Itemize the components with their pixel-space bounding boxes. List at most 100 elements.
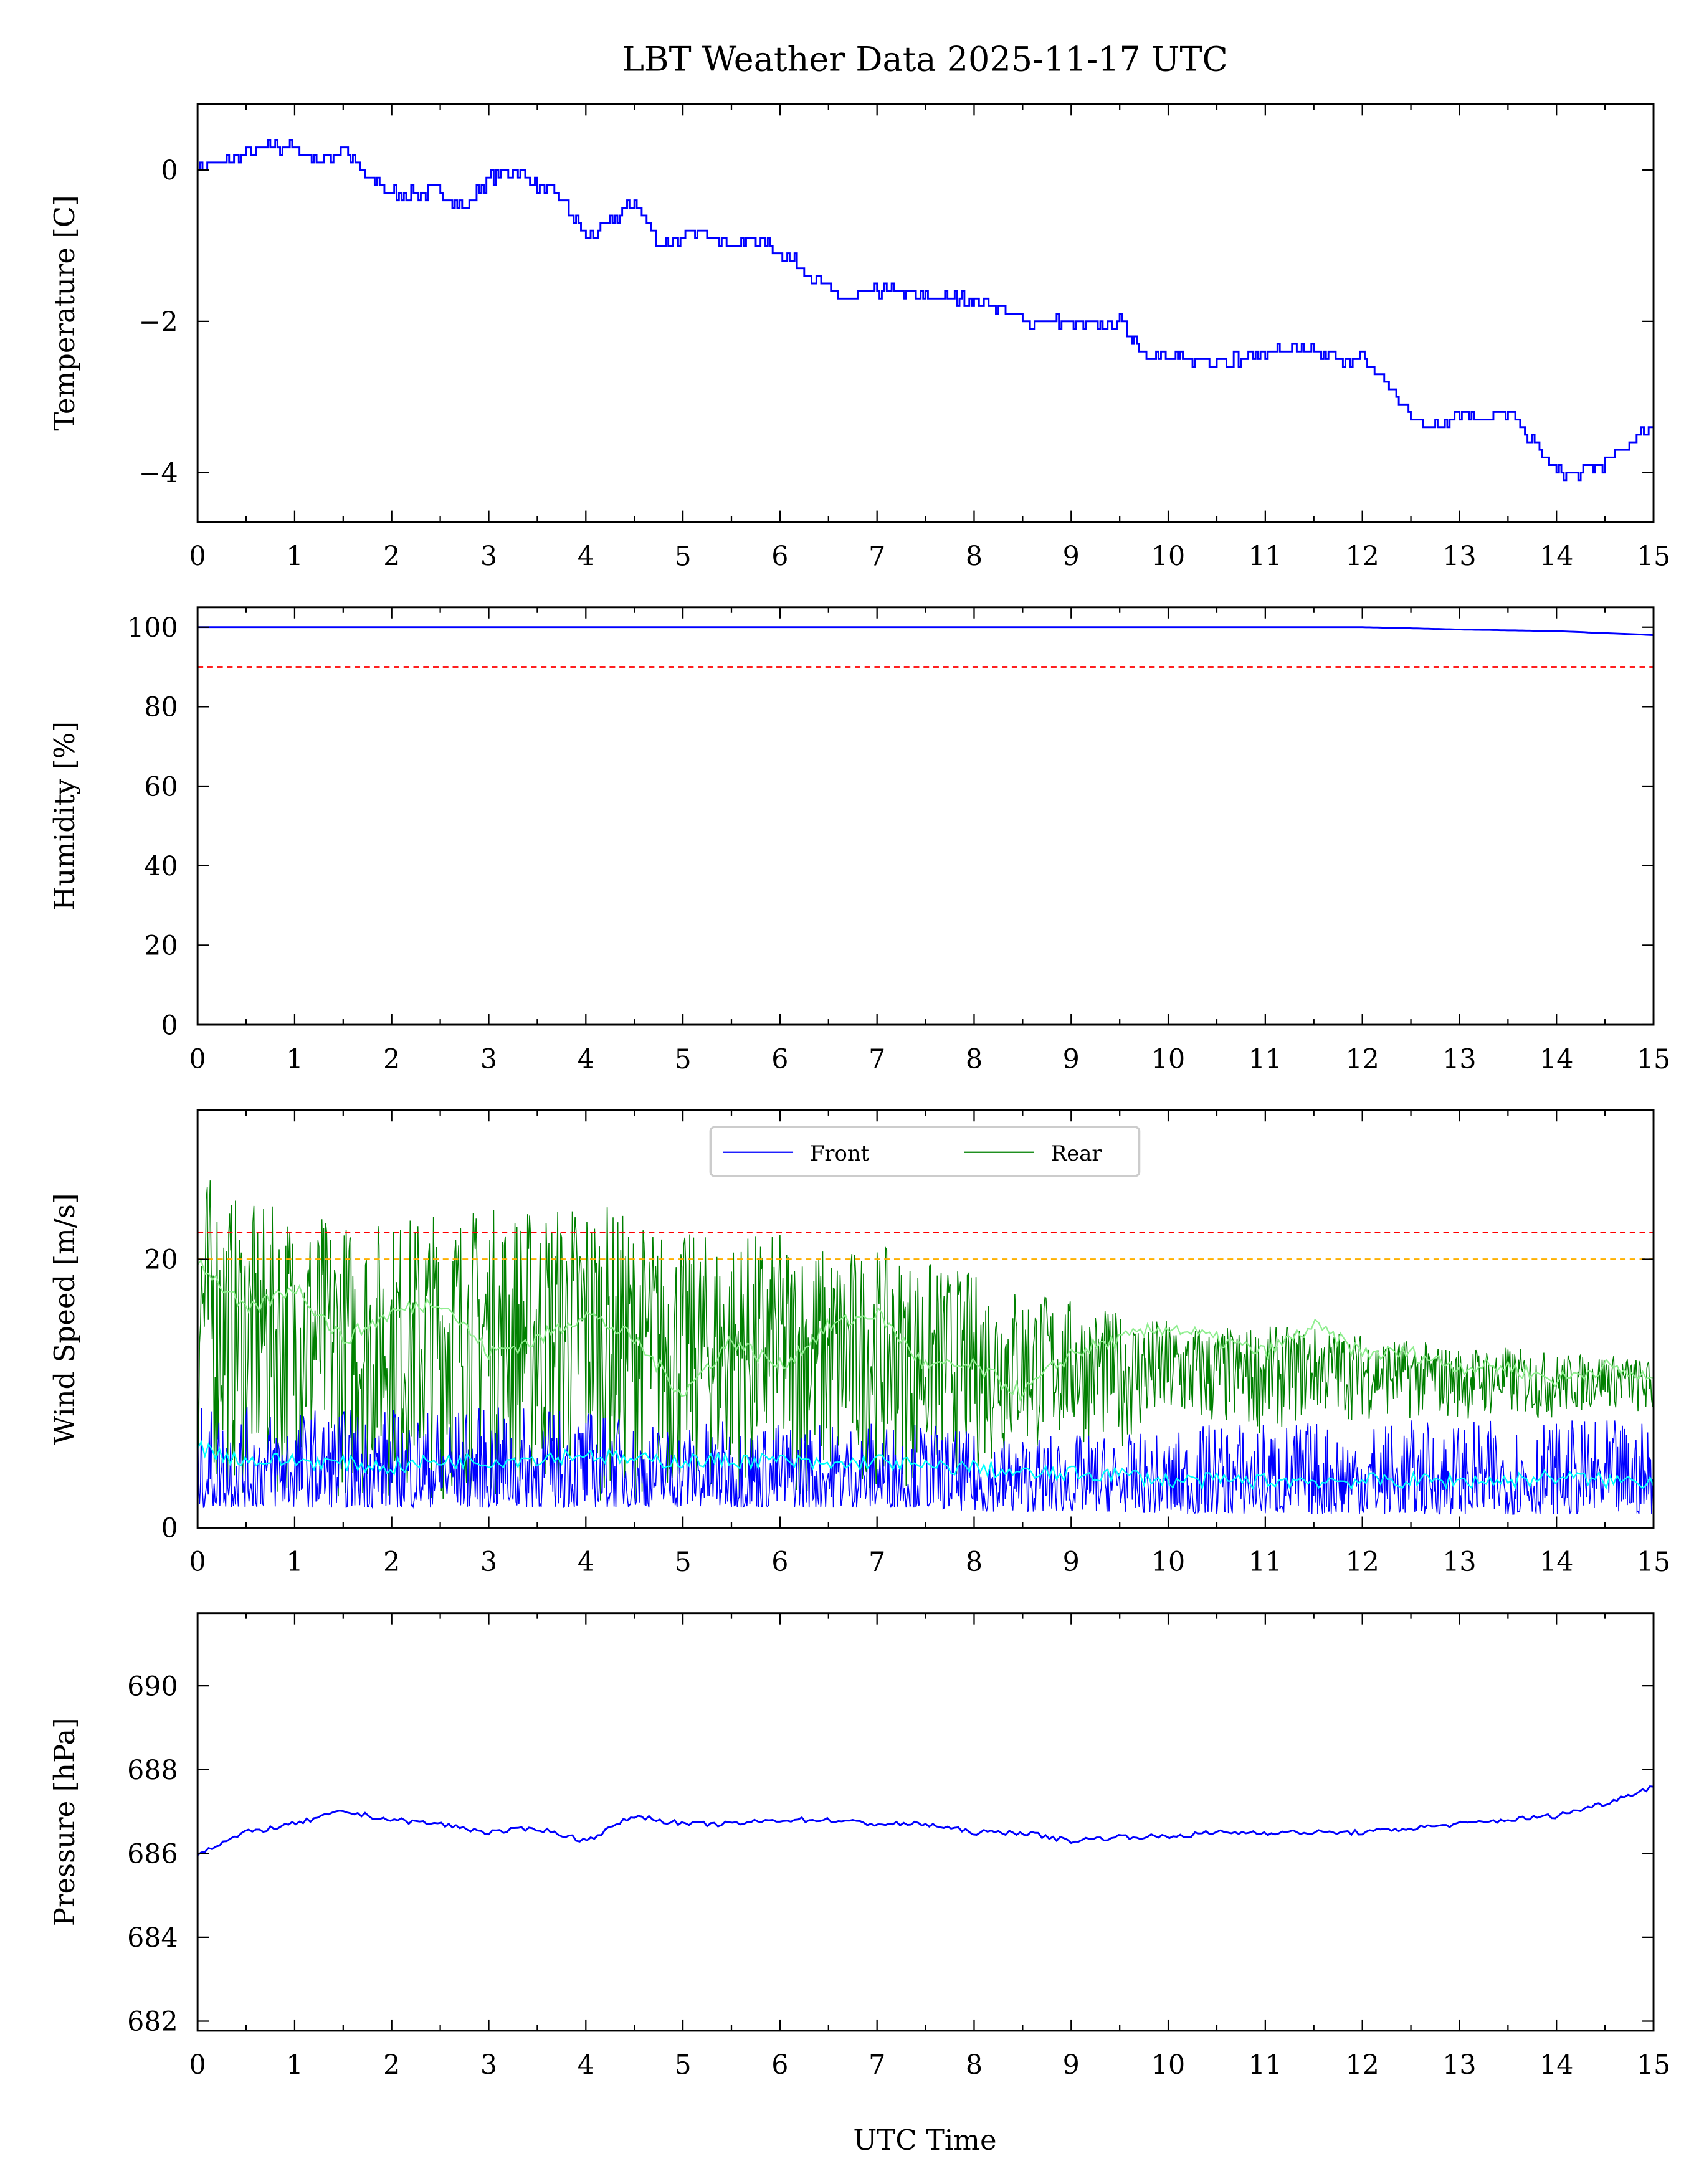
x-tick-label: 2: [383, 541, 400, 572]
x-tick-label: 0: [189, 541, 206, 572]
series-rear: [198, 1180, 1654, 1501]
x-tick-label: 3: [480, 1044, 497, 1075]
x-tick-label: 6: [771, 2050, 788, 2081]
y-tick-label: −2: [139, 307, 178, 338]
y-tick-label: 684: [127, 1923, 178, 1954]
y-axis-label: Temperature [C]: [48, 195, 81, 430]
x-tick-label: 14: [1540, 1547, 1573, 1578]
series-temperature: [198, 138, 1654, 482]
y-tick-label: 688: [127, 1755, 178, 1786]
y-tick-label: 0: [161, 1010, 178, 1042]
plot-area: [198, 1785, 1654, 1856]
legend-box: [709, 1126, 1141, 1177]
x-tick-label: 11: [1249, 1044, 1282, 1075]
legend-front-label: Front: [810, 1141, 870, 1166]
x-tick-label: 6: [771, 1044, 788, 1075]
x-tick-label: 9: [1063, 1044, 1080, 1075]
x-axis-label: UTC Time: [853, 2124, 996, 2157]
series-rear-mean-: [198, 1258, 1654, 1402]
x-tick-label: 3: [480, 1547, 497, 1578]
x-tick-label: 1: [286, 1044, 303, 1075]
x-tick-label: 6: [771, 1547, 788, 1578]
x-tick-label: 11: [1249, 541, 1282, 572]
axes-frame: [196, 103, 1655, 523]
x-tick-label: 4: [578, 2050, 594, 2081]
x-tick-label: 4: [578, 541, 594, 572]
x-tick-label: 15: [1637, 1547, 1670, 1578]
x-tick-label: 5: [675, 1044, 692, 1075]
plot-area: [198, 138, 1654, 482]
x-tick-label: 7: [869, 1547, 885, 1578]
x-tick-label: 2: [383, 1044, 400, 1075]
x-tick-label: 8: [966, 541, 983, 572]
y-axis-label: Humidity [%]: [48, 721, 81, 911]
x-tick-label: 2: [383, 2050, 400, 2081]
y-tick-label: 690: [127, 1671, 178, 1702]
y-tick-label: 20: [144, 931, 178, 962]
plot-area: [198, 1180, 1654, 1516]
y-tick-label: 686: [127, 1839, 178, 1870]
x-tick-label: 10: [1151, 1044, 1185, 1075]
x-tick-label: 3: [480, 541, 497, 572]
x-tick-label: 7: [869, 541, 885, 572]
x-tick-label: 12: [1345, 541, 1379, 572]
y-axis-label: Wind Speed [m/s]: [48, 1194, 81, 1445]
y-tick-label: 80: [144, 692, 178, 723]
x-tick-label: 5: [675, 2050, 692, 2081]
y-axis-label: Pressure [hPa]: [48, 1717, 81, 1926]
x-tick-label: 10: [1151, 541, 1185, 572]
x-tick-label: 8: [966, 2050, 983, 2081]
x-tick-label: 13: [1442, 2050, 1476, 2081]
panel-pressure: 0 1 2 3 4 5 6 7 8 9 10 11 12 13 14 15682684686688690Pre…: [48, 1612, 1670, 2081]
x-tick-label: 13: [1442, 1547, 1476, 1578]
x-tick-label: 6: [771, 541, 788, 572]
x-tick-label: 3: [480, 2050, 497, 2081]
x-tick-label: 15: [1637, 541, 1670, 572]
x-tick-label: 15: [1637, 2050, 1670, 2081]
x-tick-label: 8: [966, 1547, 983, 1578]
x-tick-label: 13: [1442, 541, 1476, 572]
x-tick-label: 7: [869, 2050, 885, 2081]
y-tick-label: 20: [144, 1245, 178, 1276]
series-pressure: [198, 1785, 1654, 1856]
x-tick-label: 11: [1249, 2050, 1282, 2081]
legend: Front Rear: [709, 1126, 1141, 1177]
y-tick-label: 0: [161, 1513, 178, 1544]
legend-rear-label: Rear: [1051, 1141, 1102, 1166]
x-tick-label: 13: [1442, 1044, 1476, 1075]
y-tick-label: 60: [144, 772, 178, 803]
x-tick-label: 5: [675, 541, 692, 572]
x-tick-label: 0: [189, 1044, 206, 1075]
x-tick-label: 2: [383, 1547, 400, 1578]
x-tick-label: 9: [1063, 2050, 1080, 2081]
panel-humidity: 0 1 2 3 4 5 6 7 8 9 10 11 12 13 14 15020406080100Humidi…: [48, 606, 1670, 1075]
y-tick-label: 40: [144, 851, 178, 882]
y-tick-label: −4: [139, 458, 178, 489]
x-tick-label: 12: [1345, 1547, 1379, 1578]
x-tick-label: 14: [1540, 1044, 1573, 1075]
x-tick-label: 14: [1540, 541, 1573, 572]
x-tick-label: 4: [578, 1547, 594, 1578]
y-tick-label: 682: [127, 2006, 178, 2038]
x-tick-label: 12: [1345, 2050, 1379, 2081]
series-humidity: [198, 626, 1654, 637]
x-tick-label: 5: [675, 1547, 692, 1578]
x-tick-label: 0: [189, 1547, 206, 1578]
series-front-mean-: [198, 1440, 1654, 1491]
x-tick-label: 1: [286, 1547, 303, 1578]
plot-area: [198, 626, 1654, 668]
x-tick-label: 9: [1063, 541, 1080, 572]
x-tick-label: 4: [578, 1044, 594, 1075]
axes-frame: [196, 606, 1655, 1026]
y-tick-label: 0: [161, 156, 178, 187]
x-tick-label: 1: [286, 2050, 303, 2081]
x-tick-label: 10: [1151, 2050, 1185, 2081]
figure-title: LBT Weather Data 2025-11-17 UTC: [622, 39, 1228, 78]
x-tick-label: 8: [966, 1044, 983, 1075]
x-tick-label: 15: [1637, 1044, 1670, 1075]
x-tick-label: 10: [1151, 1547, 1185, 1578]
y-tick-label: 100: [127, 612, 178, 643]
x-tick-label: 12: [1345, 1044, 1379, 1075]
